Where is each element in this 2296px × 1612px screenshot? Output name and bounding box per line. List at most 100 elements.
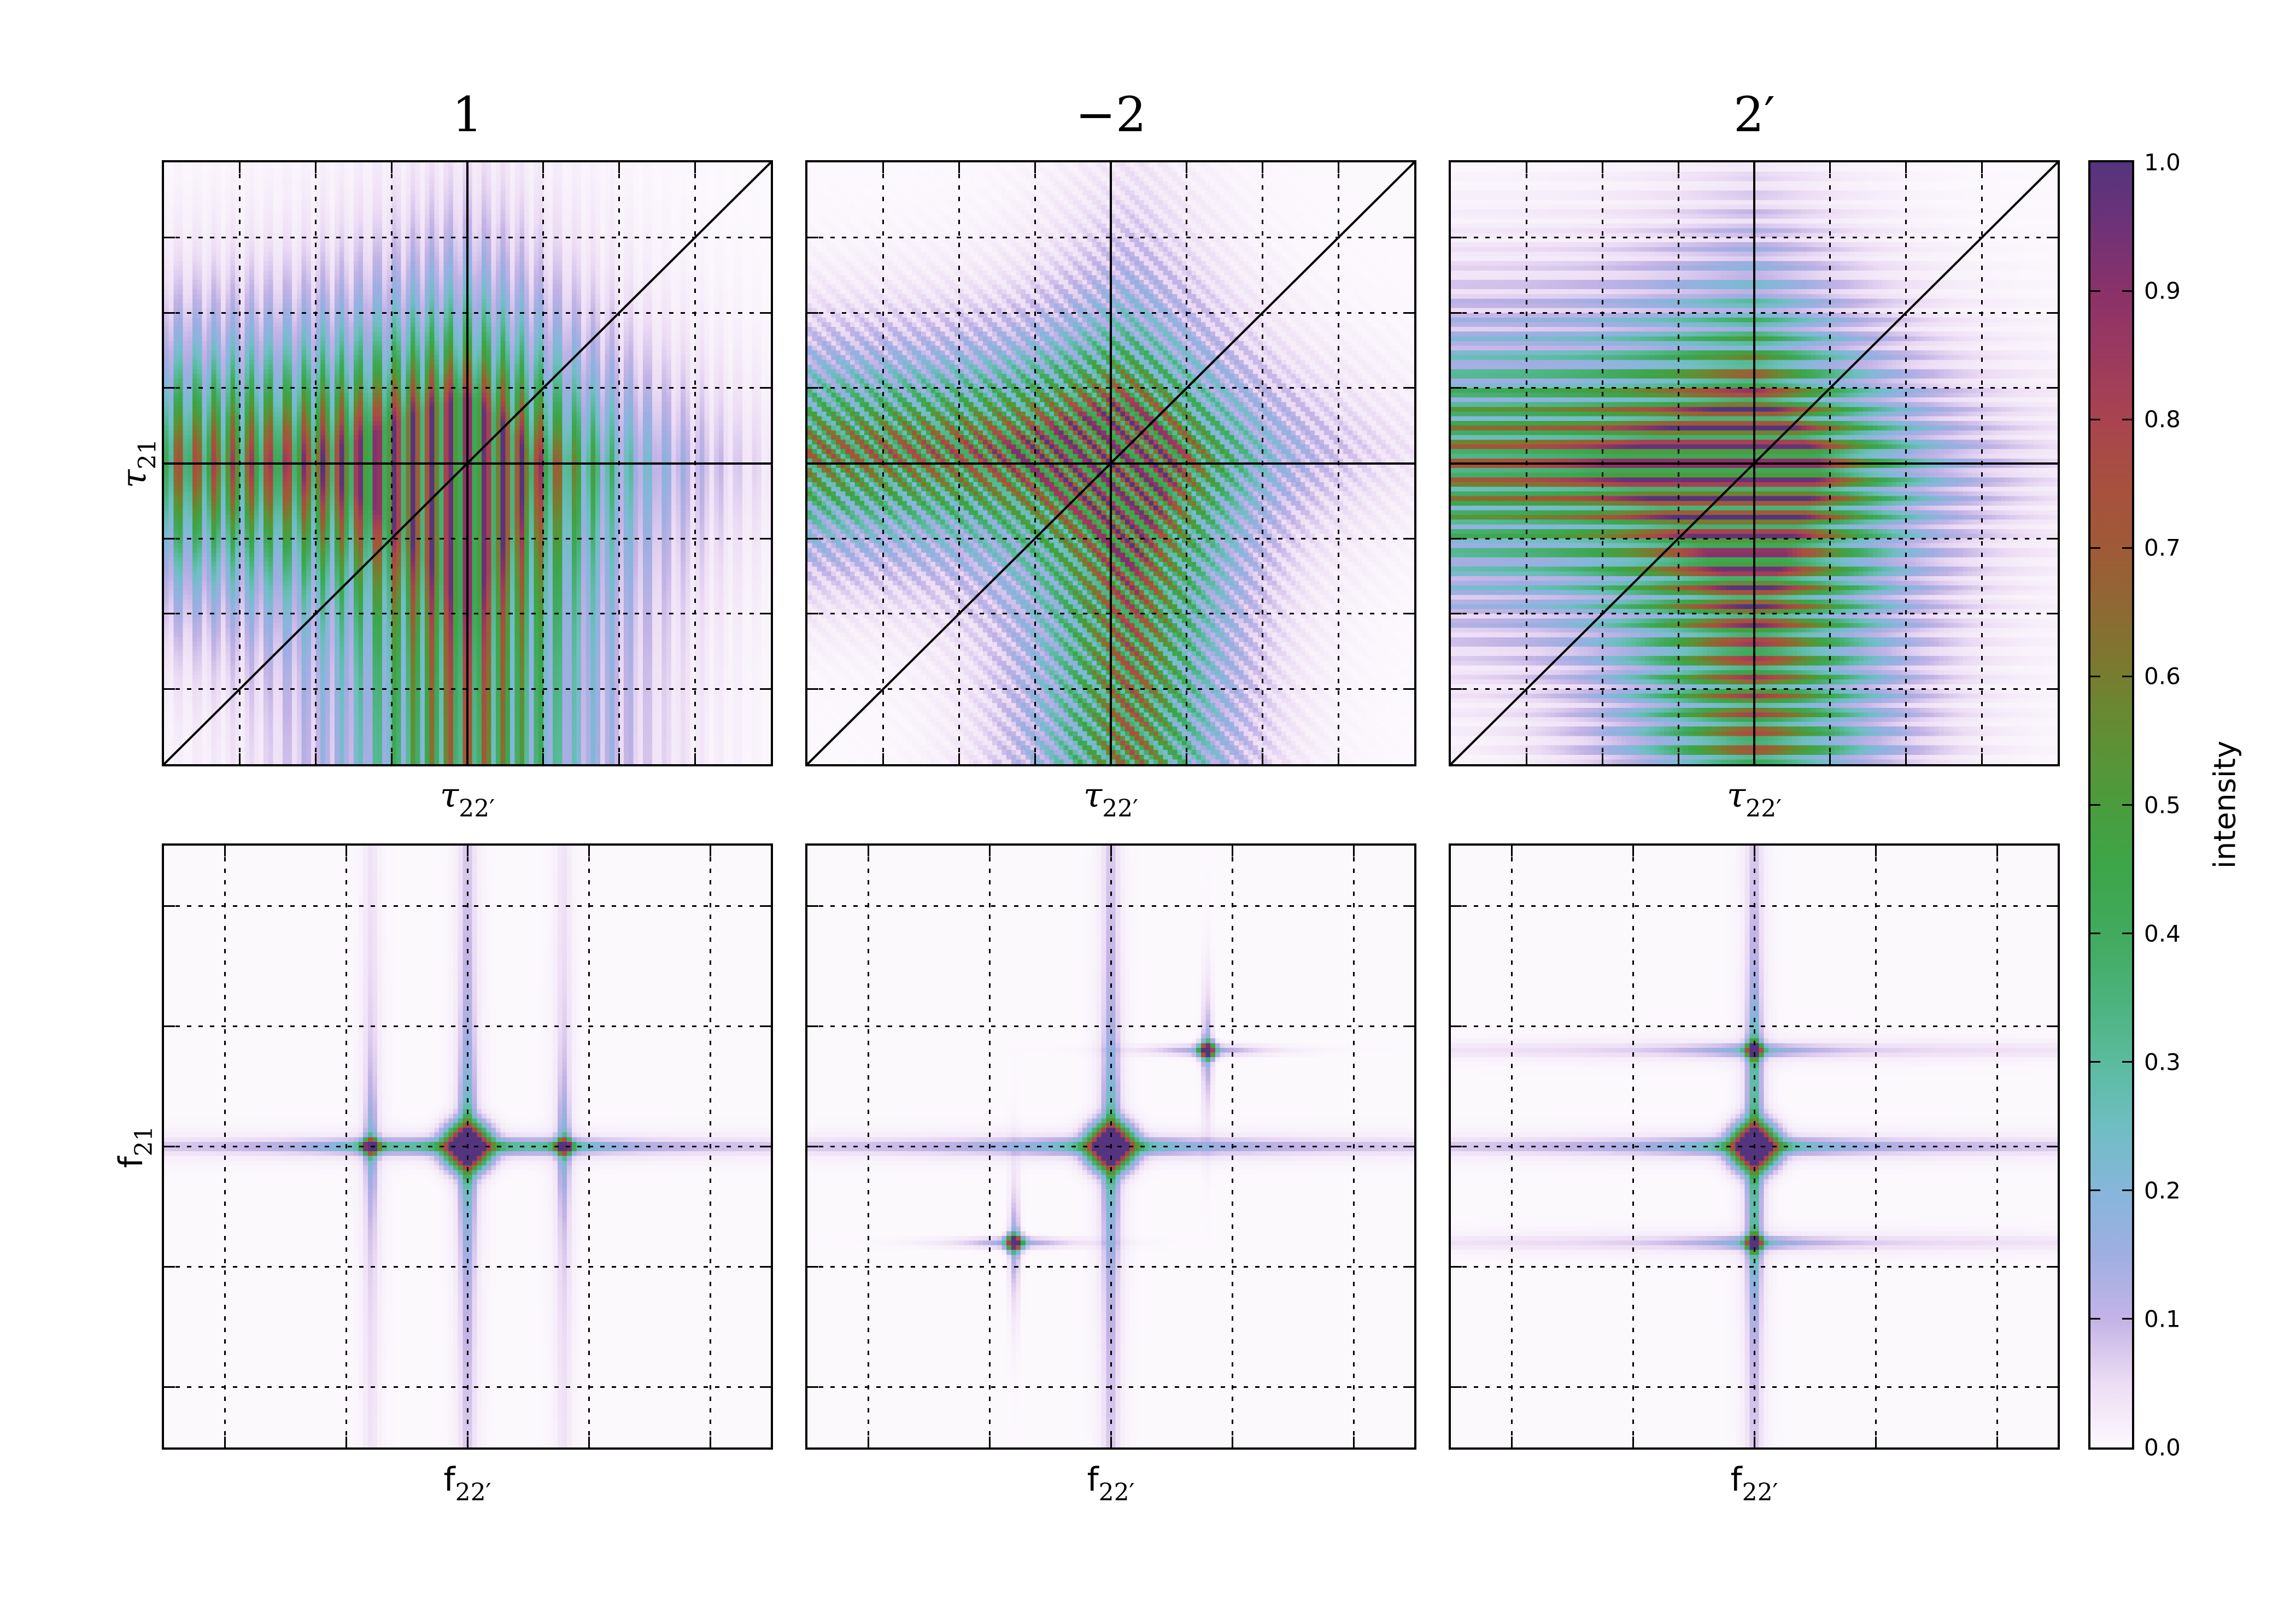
gridline-vertical bbox=[1875, 846, 1877, 1447]
axis-tick bbox=[390, 753, 393, 764]
axis-tick bbox=[807, 1386, 818, 1388]
axis-tick bbox=[1510, 1437, 1513, 1447]
panel-title-1: 1 bbox=[452, 86, 483, 143]
colorbar-tick bbox=[2122, 675, 2132, 677]
axis-tick bbox=[315, 753, 317, 764]
axis-tick bbox=[760, 905, 771, 907]
axis-tick bbox=[807, 1025, 818, 1027]
colorbar-tick bbox=[2090, 675, 2100, 677]
axis-tick bbox=[2047, 312, 2058, 314]
axis-tick bbox=[1451, 387, 1462, 389]
colorbar-tick bbox=[2090, 1318, 2100, 1320]
axis-tick bbox=[1632, 846, 1634, 857]
axis-tick bbox=[1403, 387, 1414, 389]
colorbar-tick-label: 0.1 bbox=[2144, 1305, 2181, 1333]
axis-tick bbox=[988, 846, 991, 857]
axis-tick bbox=[1451, 613, 1462, 615]
axis-tick bbox=[1451, 1386, 1462, 1388]
axis-tick bbox=[2047, 1025, 2058, 1027]
axis-tick bbox=[1905, 753, 1907, 764]
axis-tick bbox=[1186, 753, 1188, 764]
axis-tick bbox=[807, 1266, 818, 1268]
axis-tick bbox=[760, 1266, 771, 1268]
colorbar-tick-label: 0.5 bbox=[2144, 792, 2181, 818]
axis-tick bbox=[760, 688, 771, 690]
axis-tick bbox=[239, 753, 241, 764]
axis-tick bbox=[1262, 162, 1263, 173]
gridline-horizontal bbox=[807, 1266, 1414, 1268]
axis-tick bbox=[1451, 537, 1462, 540]
axis-tick bbox=[588, 846, 590, 857]
colorbar-tick-label: 0.4 bbox=[2144, 920, 2181, 947]
axis-tick bbox=[1526, 162, 1528, 173]
axis-tick bbox=[1451, 1146, 1462, 1147]
diagonal-line bbox=[164, 162, 771, 764]
axis-tick bbox=[1403, 312, 1414, 314]
axis-tick bbox=[694, 753, 696, 764]
axis-tick bbox=[1352, 846, 1355, 857]
gridline-horizontal bbox=[164, 1146, 771, 1147]
axis-tick bbox=[760, 312, 771, 314]
axis-tick bbox=[1753, 846, 1755, 857]
gridline-vertical bbox=[1996, 846, 1998, 1447]
colorbar-tick-label: 0.9 bbox=[2144, 277, 2181, 304]
axis-tick bbox=[1337, 162, 1339, 173]
axis-tick bbox=[2047, 905, 2058, 907]
gridline-horizontal bbox=[1451, 1386, 2058, 1388]
axis-tick bbox=[807, 312, 818, 314]
axis-tick bbox=[1905, 162, 1907, 173]
axis-tick bbox=[958, 162, 960, 173]
axis-tick bbox=[807, 237, 818, 239]
gridline-horizontal bbox=[807, 1146, 1414, 1147]
axis-tick bbox=[807, 537, 818, 540]
axis-tick bbox=[1403, 537, 1414, 540]
gridline-vertical bbox=[1231, 846, 1233, 1447]
axis-tick bbox=[618, 162, 620, 173]
colorbar-tick bbox=[2122, 1061, 2132, 1063]
axis-tick bbox=[807, 387, 818, 389]
axis-tick bbox=[2047, 537, 2058, 540]
axis-tick bbox=[1677, 753, 1679, 764]
gridline-vertical bbox=[1352, 846, 1355, 1447]
colorbar-tick-label: 0.3 bbox=[2144, 1048, 2181, 1076]
axis-tick bbox=[694, 162, 696, 173]
gridline-vertical bbox=[588, 846, 590, 1447]
axis-tick bbox=[345, 1437, 347, 1447]
axis-tick bbox=[1602, 162, 1603, 173]
axis-tick bbox=[1110, 1437, 1112, 1447]
axis-tick bbox=[1875, 1437, 1877, 1447]
axis-tick bbox=[2047, 237, 2058, 239]
axis-tick bbox=[1403, 1266, 1414, 1268]
axis-tick bbox=[1034, 753, 1036, 764]
axis-tick bbox=[164, 1266, 175, 1268]
heatmap-fft-minus2 bbox=[805, 843, 1416, 1450]
axis-tick bbox=[164, 1386, 175, 1388]
axis-tick bbox=[2047, 1386, 2058, 1388]
axis-tick bbox=[1352, 1437, 1355, 1447]
axis-tick bbox=[164, 1025, 175, 1027]
axis-tick bbox=[466, 1437, 468, 1447]
axis-tick bbox=[588, 1437, 590, 1447]
heatmap-time-domain-minus2 bbox=[805, 160, 1416, 766]
axis-tick bbox=[760, 237, 771, 239]
colorbar-tick bbox=[2090, 933, 2100, 935]
axis-tick bbox=[882, 162, 885, 173]
axis-tick bbox=[1034, 162, 1036, 173]
axis-tick bbox=[807, 1146, 818, 1147]
colorbar bbox=[2088, 160, 2134, 1450]
axis-tick bbox=[2047, 387, 2058, 389]
y-axis-label-f21: f21 bbox=[112, 1126, 158, 1168]
axis-tick bbox=[345, 846, 347, 857]
axis-tick bbox=[1510, 846, 1513, 857]
colorbar-tick bbox=[2090, 1061, 2100, 1063]
axis-tick bbox=[1981, 753, 1983, 764]
axis-tick bbox=[2047, 1146, 2058, 1147]
axis-tick bbox=[542, 162, 544, 173]
axis-tick bbox=[867, 846, 869, 857]
axis-tick bbox=[760, 613, 771, 615]
axis-tick bbox=[2047, 613, 2058, 615]
colorbar-tick bbox=[2090, 804, 2100, 806]
axis-tick bbox=[2047, 688, 2058, 690]
gridline-horizontal bbox=[807, 1386, 1414, 1388]
y-axis-label-tau21: τ21 bbox=[114, 438, 162, 489]
